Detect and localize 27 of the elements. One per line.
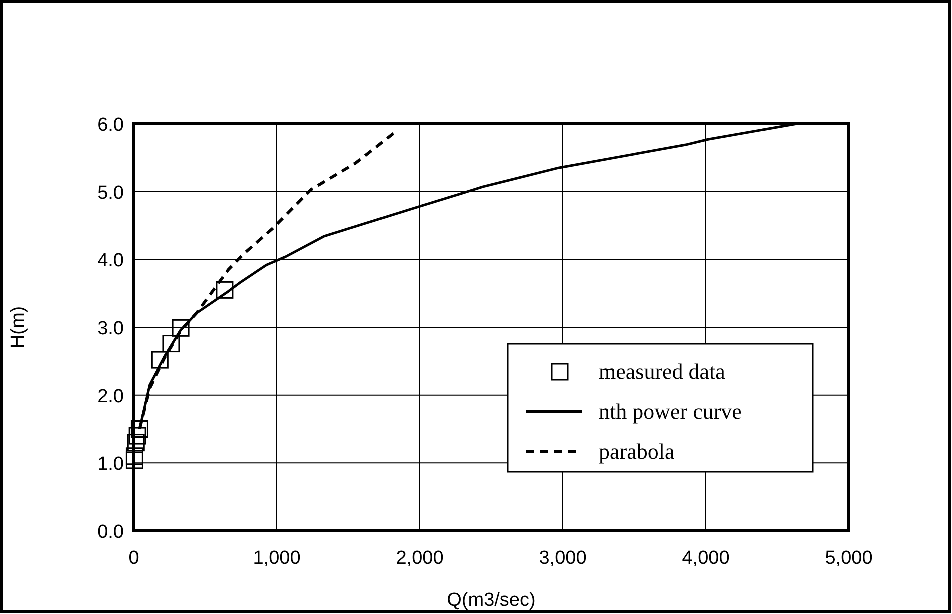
- x-tick-label: 3,000: [539, 548, 587, 569]
- x-axis-title: Q(m3/sec): [447, 590, 536, 611]
- point: [126, 452, 144, 470]
- point: [172, 319, 190, 337]
- point: [128, 427, 146, 445]
- x-tick-label: 1,000: [253, 548, 301, 569]
- y-tick-label: 0.0: [98, 522, 124, 543]
- point: [151, 351, 169, 369]
- y-tick-label: 2.0: [98, 386, 124, 408]
- y-tick-label: 6.0: [98, 115, 124, 136]
- point: [130, 420, 148, 438]
- legend-label: nth power curve: [599, 399, 742, 424]
- legend-label: parabola: [599, 439, 675, 464]
- x-tick-label: 2,000: [396, 548, 444, 569]
- x-tick-label: 5,000: [825, 548, 873, 569]
- y-tick-label: 5.0: [98, 182, 124, 204]
- y-tick-label: 3.0: [98, 318, 124, 340]
- point: [126, 448, 144, 466]
- x-tick-label: 4,000: [682, 548, 730, 569]
- point: [127, 434, 145, 452]
- point: [162, 335, 180, 353]
- y-tick-label: 4.0: [98, 250, 124, 272]
- y-axis-title: H(m): [8, 306, 29, 349]
- x-tick-label: 0: [128, 548, 140, 569]
- point: [216, 281, 234, 299]
- y-tick-label: 1.0: [98, 454, 124, 476]
- legend-label: measured data: [599, 359, 726, 384]
